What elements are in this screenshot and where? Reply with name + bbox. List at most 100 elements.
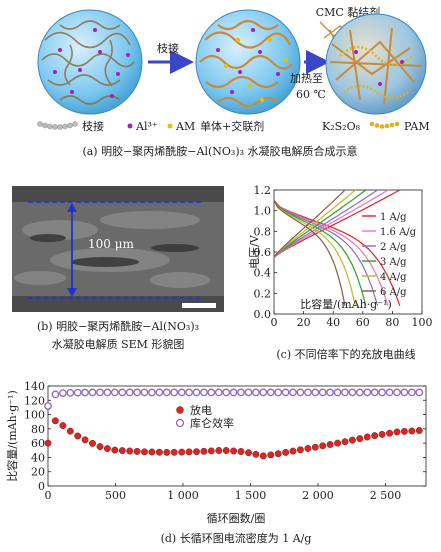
d-efficiency-point	[393, 388, 401, 397]
d-efficiency-point	[311, 388, 320, 397]
d-discharge-point	[59, 422, 67, 430]
c-series-charge-line	[273, 189, 378, 258]
d-discharge-point	[245, 449, 252, 457]
d-discharge-point	[296, 446, 304, 454]
scale-bar	[182, 303, 216, 308]
caption-a: (a) 明胶−聚丙烯酰胺−Al(NO₃)₃ 水凝胶电解质合成示意	[82, 144, 357, 158]
d-discharge-point	[363, 433, 371, 441]
legend-pam: PAM	[369, 120, 430, 133]
d-efficiency-point	[400, 388, 409, 397]
d-discharge-point	[185, 448, 193, 456]
d-discharge-point	[304, 445, 312, 452]
d-efficiency-point	[103, 388, 112, 397]
d-efficiency-point	[81, 388, 89, 397]
d-efficiency-point	[363, 388, 372, 397]
caption-b-line1: (b) 明胶−聚丙烯酰胺−Al(NO₃)₃	[37, 319, 199, 333]
d-efficiency-point	[370, 388, 379, 397]
c-xtick-label: 100	[412, 316, 433, 329]
d-efficiency-point	[326, 388, 334, 397]
d-discharge-point	[326, 441, 334, 448]
panel-c-charge-discharge-chart: 0 20 40 60 80 100 0.0 0.2 0.4 0.6 0.8 1.0 1.2 1 A/g 1…	[248, 184, 433, 361]
d-efficiency-point	[237, 388, 245, 397]
d-ytick-label: 100	[24, 409, 45, 422]
d-discharge-point	[341, 438, 349, 446]
d-discharge-point	[126, 447, 134, 455]
c-ytick-label: 0.2	[254, 287, 272, 300]
c-legend-label: 4 A/g	[380, 272, 407, 283]
d-efficiency-point	[148, 388, 156, 397]
sphere-grafted	[195, 9, 301, 115]
d-efficiency-point	[348, 388, 357, 397]
svg-text:枝接: 枝接	[82, 119, 104, 133]
c-series-charge-line	[273, 189, 367, 258]
d-discharge-point	[386, 429, 394, 437]
d-efficiency-point	[125, 388, 134, 397]
c-ytick-label: 0.4	[254, 267, 272, 280]
d-xlabel: 循环圈数/圈	[207, 512, 266, 525]
c-ytick-label: 0.0	[254, 308, 272, 321]
c-series-charge-line	[273, 189, 401, 258]
c-legend-label: 1.6 A/g	[380, 227, 417, 238]
d-legend-label: 库仑效率	[190, 416, 234, 430]
d-efficiency-point	[110, 388, 119, 397]
d-efficiency-point	[51, 390, 60, 399]
d-efficiency-point	[207, 388, 216, 397]
d-efficiency-point	[281, 388, 290, 397]
sphere-gelatin	[37, 9, 143, 115]
svg-text:PAM: PAM	[404, 120, 430, 133]
d-discharge-point	[348, 436, 356, 444]
d-efficiency-point	[385, 388, 394, 397]
d-efficiency-point	[222, 388, 231, 397]
d-discharge-point	[400, 427, 408, 435]
d-efficiency-point	[214, 388, 223, 397]
c-legend-label: 2 A/g	[380, 242, 407, 253]
d-discharge-point	[155, 448, 163, 456]
d-efficiency-point	[177, 388, 186, 397]
d-efficiency-point	[355, 388, 364, 397]
d-discharge-point	[44, 439, 52, 447]
d-efficiency-point	[185, 388, 193, 397]
d-discharge-point	[274, 450, 282, 458]
svg-text:K₂S₂O₈: K₂S₂O₈	[322, 120, 361, 133]
d-discharge-point	[237, 448, 245, 455]
c-xtick-label: 60	[356, 316, 370, 329]
d-efficiency-point	[378, 388, 386, 397]
d-discharge-point	[200, 447, 208, 455]
d-efficiency-point	[341, 388, 349, 397]
d-discharge-point	[170, 448, 178, 456]
c-series-charge-line	[273, 189, 346, 258]
d-legend-swatch	[176, 406, 184, 414]
d-ytick-label: 140	[24, 380, 45, 393]
d-discharge-point	[222, 447, 230, 454]
d-discharge-point	[111, 446, 119, 454]
legend-al: Al³⁺	[127, 120, 158, 133]
d-discharge-point	[408, 427, 416, 435]
d-discharge-point	[267, 451, 275, 459]
d-discharge-point	[133, 447, 141, 455]
legend-k2s2o8: K₂S₂O₈	[322, 120, 361, 133]
d-discharge-point	[193, 448, 200, 456]
d-xtick-label: 1 500	[235, 489, 267, 502]
c-xtick-label: 80	[385, 316, 399, 329]
d-efficiency-point	[415, 388, 424, 397]
d-discharge-point	[289, 447, 297, 455]
c-xlabel: 比容量/(mAh·g⁻¹)	[300, 297, 392, 311]
d-efficiency-point	[44, 402, 52, 410]
c-ytick-label: 1.0	[254, 205, 272, 218]
c-ylabel: 电压/V	[248, 234, 261, 269]
d-discharge-point	[356, 435, 364, 443]
d-discharge-point	[141, 448, 148, 456]
d-discharge-point	[96, 443, 104, 451]
c-series-discharge-line	[273, 199, 367, 306]
d-discharge-point	[319, 442, 327, 450]
d-efficiency-point	[96, 388, 104, 397]
c-ytick-label: 0.6	[254, 246, 272, 259]
d-legend-label: 放电	[190, 403, 212, 417]
d-efficiency-point	[155, 388, 164, 397]
d-efficiency-point	[140, 388, 149, 397]
svg-text:Al³⁺: Al³⁺	[135, 120, 158, 133]
c-xtick-label: 20	[297, 316, 311, 329]
d-discharge-point	[89, 439, 96, 447]
d-discharge-point	[178, 448, 186, 456]
